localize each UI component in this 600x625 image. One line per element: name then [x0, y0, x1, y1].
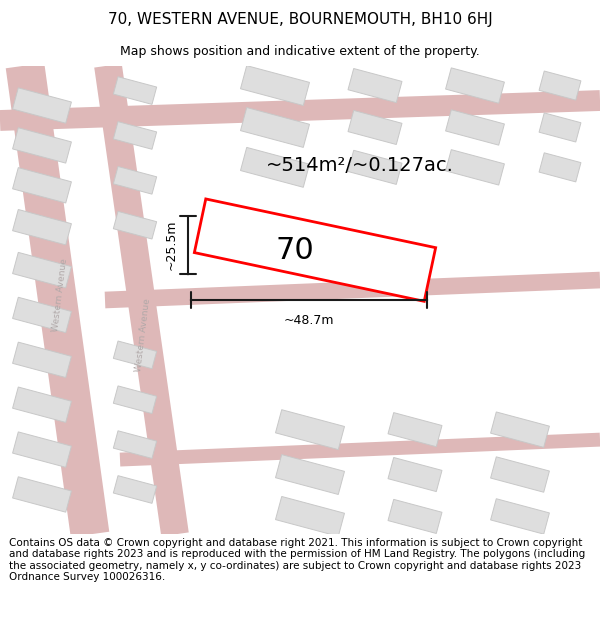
Polygon shape: [491, 412, 550, 447]
Polygon shape: [113, 77, 157, 104]
Polygon shape: [539, 113, 581, 142]
Polygon shape: [241, 148, 310, 188]
Polygon shape: [113, 476, 157, 503]
Polygon shape: [13, 298, 71, 332]
Polygon shape: [348, 111, 402, 144]
Text: 70, WESTERN AVENUE, BOURNEMOUTH, BH10 6HJ: 70, WESTERN AVENUE, BOURNEMOUTH, BH10 6H…: [107, 12, 493, 27]
Text: Map shows position and indicative extent of the property.: Map shows position and indicative extent…: [120, 45, 480, 58]
Polygon shape: [446, 110, 505, 145]
Polygon shape: [113, 386, 157, 414]
Polygon shape: [113, 211, 157, 239]
Polygon shape: [113, 431, 157, 459]
Polygon shape: [388, 499, 442, 534]
Polygon shape: [13, 168, 71, 203]
Polygon shape: [241, 66, 310, 106]
Polygon shape: [491, 499, 550, 534]
Polygon shape: [539, 153, 581, 182]
Polygon shape: [113, 166, 157, 194]
Polygon shape: [275, 496, 344, 536]
Polygon shape: [388, 458, 442, 492]
Polygon shape: [13, 253, 71, 288]
Polygon shape: [241, 107, 310, 148]
Text: Western Avenue: Western Avenue: [51, 258, 69, 332]
Polygon shape: [113, 122, 157, 149]
Polygon shape: [275, 410, 344, 449]
Polygon shape: [13, 342, 71, 377]
Polygon shape: [539, 71, 581, 100]
Polygon shape: [13, 88, 71, 123]
Text: Contains OS data © Crown copyright and database right 2021. This information is : Contains OS data © Crown copyright and d…: [9, 538, 585, 582]
Text: 70: 70: [275, 236, 314, 264]
Polygon shape: [13, 477, 71, 512]
Polygon shape: [13, 432, 71, 468]
Polygon shape: [194, 199, 436, 301]
Polygon shape: [275, 454, 344, 494]
Polygon shape: [13, 209, 71, 245]
Text: ~25.5m: ~25.5m: [165, 220, 178, 271]
Text: Western Avenue: Western Avenue: [134, 298, 152, 372]
Polygon shape: [446, 149, 505, 185]
Polygon shape: [491, 457, 550, 492]
Text: ~514m²/~0.127ac.: ~514m²/~0.127ac.: [266, 156, 454, 175]
Polygon shape: [388, 412, 442, 447]
Polygon shape: [348, 150, 402, 184]
Polygon shape: [446, 68, 505, 103]
Text: ~48.7m: ~48.7m: [284, 314, 334, 327]
Polygon shape: [348, 69, 402, 102]
Polygon shape: [13, 387, 71, 422]
Polygon shape: [13, 127, 71, 163]
Polygon shape: [113, 341, 157, 369]
